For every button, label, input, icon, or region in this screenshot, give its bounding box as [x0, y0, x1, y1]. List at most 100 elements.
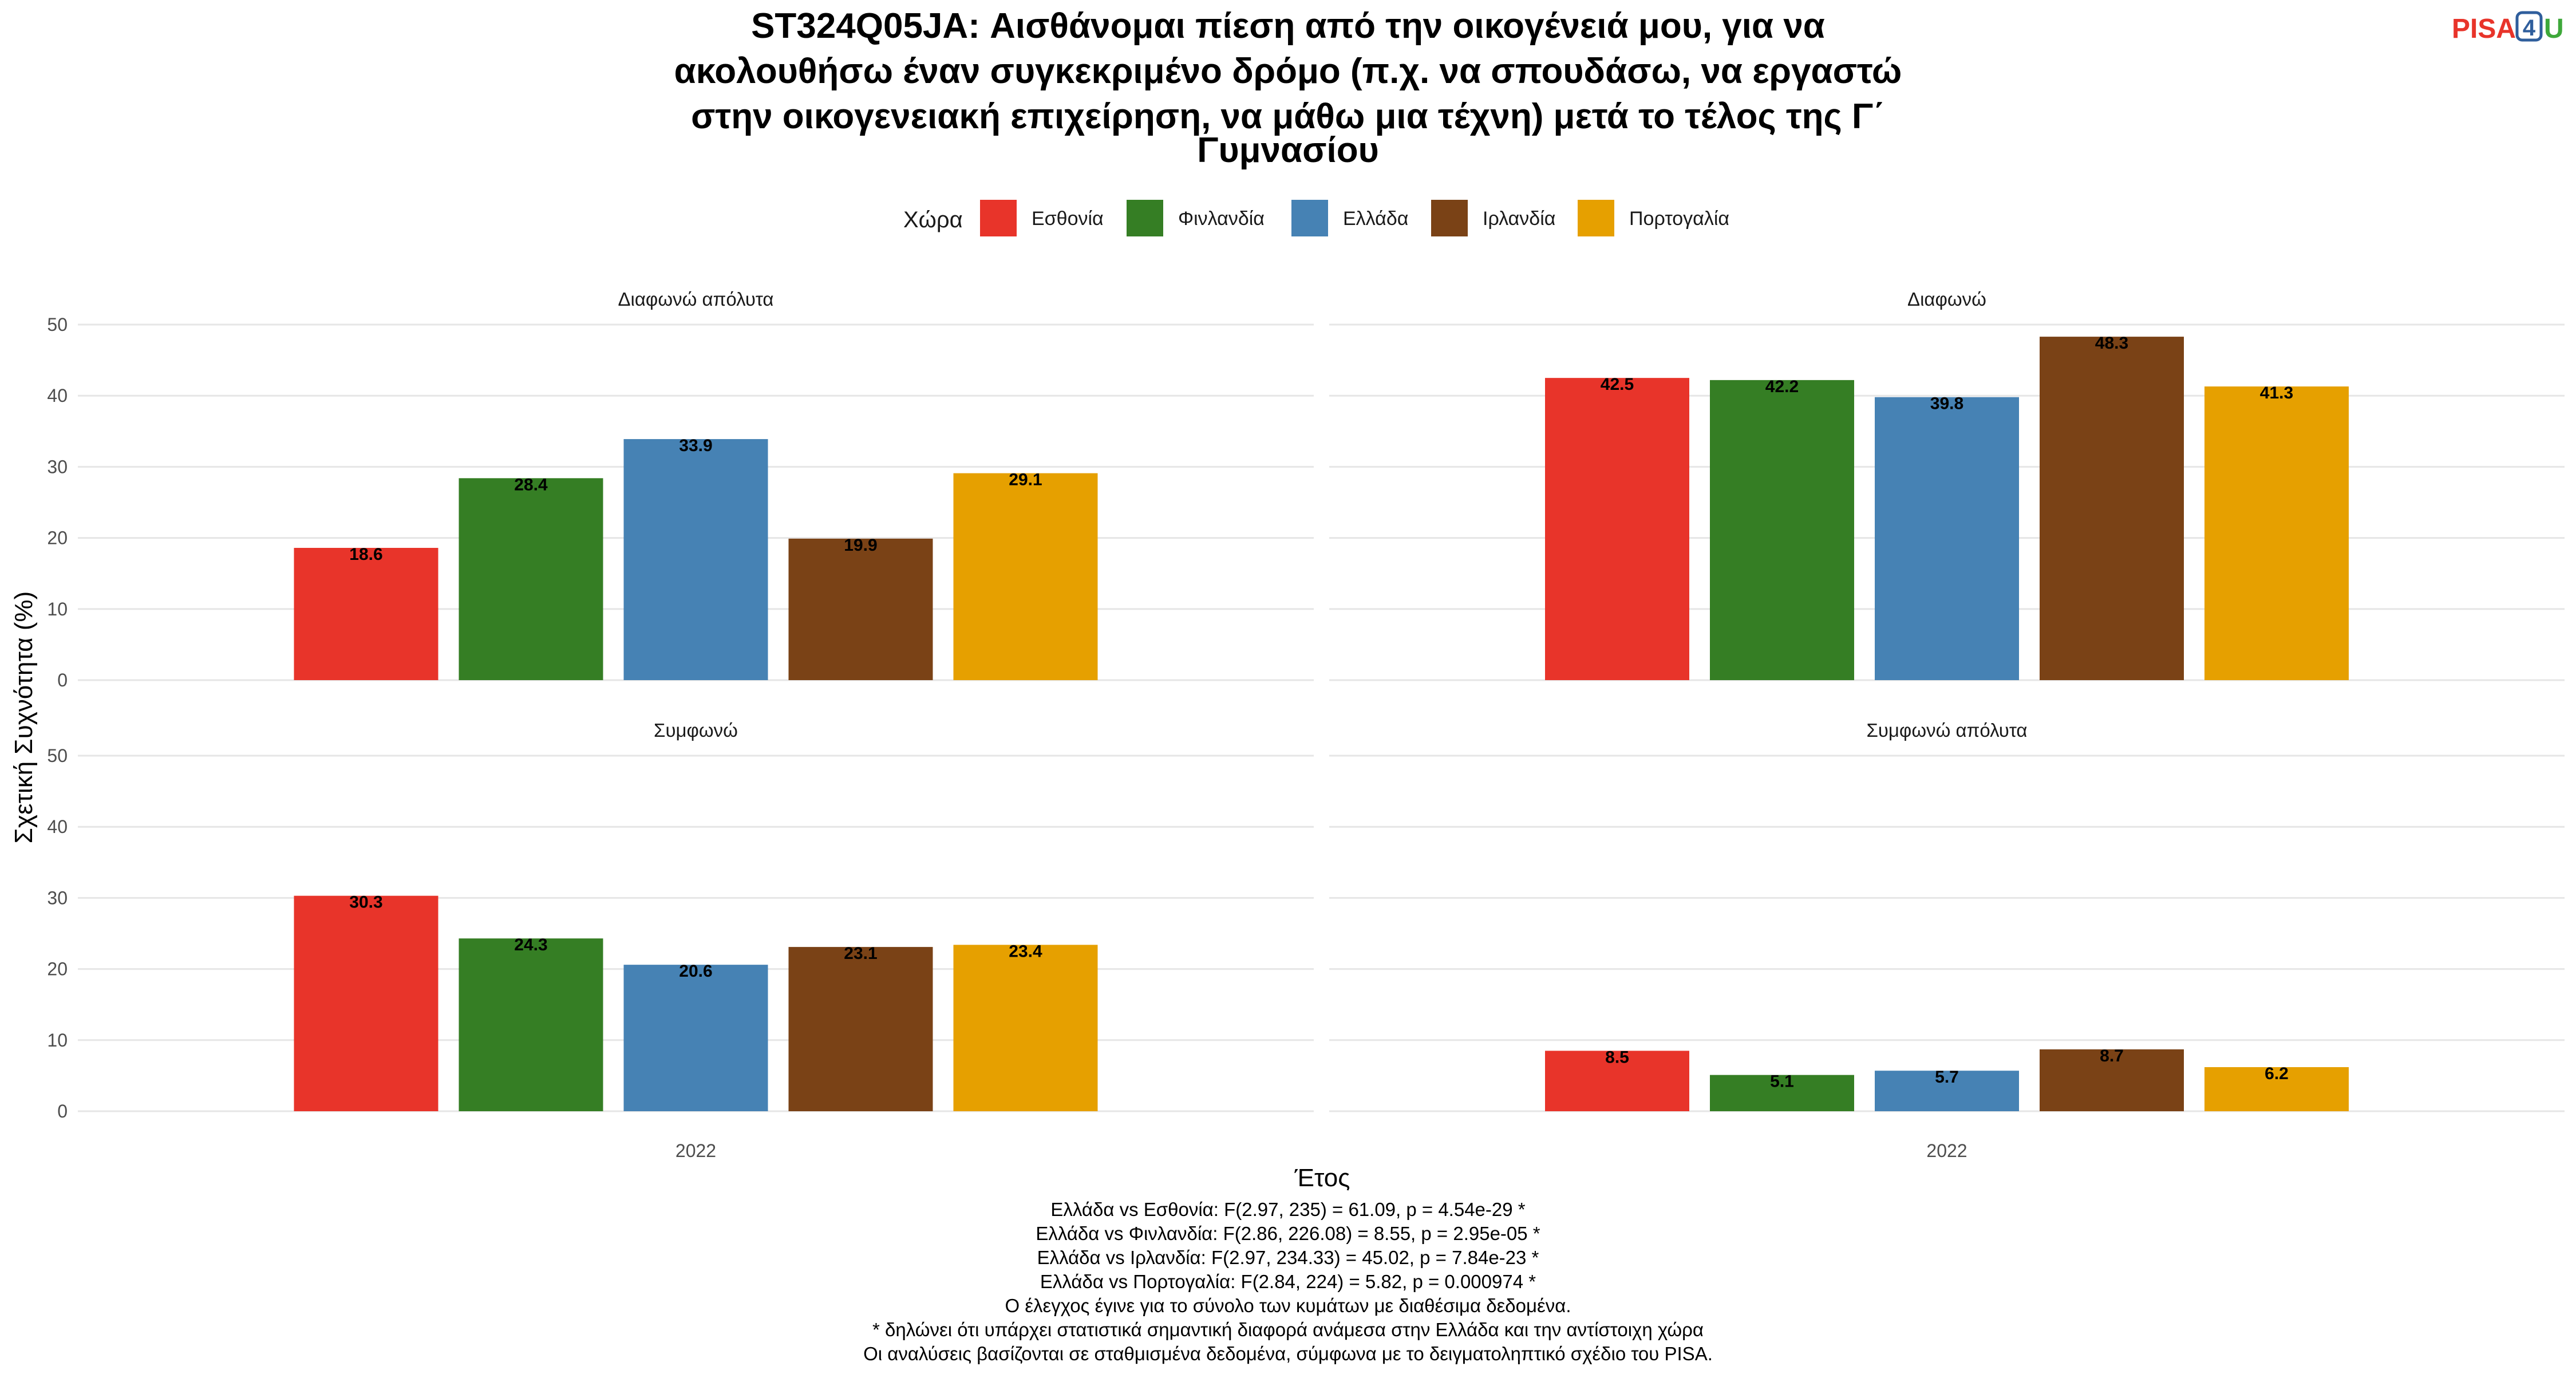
bar	[623, 965, 768, 1111]
y-tick-label: 50	[47, 745, 68, 766]
bar-value-label: 24.3	[514, 935, 547, 954]
legend-item: Φινλανδία	[1127, 200, 1265, 236]
title-line: Γυμνασίου	[1197, 131, 1378, 170]
legend-swatch	[1578, 200, 1614, 236]
caption-line: * δηλώνει ότι υπάρχει στατιστικά σημαντι…	[872, 1319, 1704, 1340]
bar	[953, 473, 1098, 680]
y-tick-label: 40	[47, 816, 68, 837]
logo-four-box	[2515, 11, 2543, 42]
y-tick-label: 20	[47, 959, 68, 980]
bar-value-label: 8.7	[2100, 1047, 2124, 1065]
y-tick-label: 0	[57, 670, 68, 690]
logo-u-text: U	[2544, 14, 2564, 44]
bar-value-label: 5.7	[1935, 1068, 1959, 1087]
title-line: στην οικογενειακή επιχείρηση, να μάθω μι…	[691, 97, 1885, 136]
legend-swatch	[980, 200, 1017, 236]
legend-swatch	[1127, 200, 1163, 236]
bar	[788, 538, 933, 680]
title-line: ST324Q05JA: Αισθάνομαι πίεση από την οικ…	[751, 6, 1825, 46]
bar	[2204, 386, 2349, 680]
caption-line: Ελλάδα vs Πορτογαλία: F(2.84, 224) = 5.8…	[1040, 1271, 1536, 1292]
bar-value-label: 5.1	[1770, 1072, 1794, 1091]
x-tick-label: 2022	[1926, 1140, 1967, 1161]
legend-item: Πορτογαλία	[1578, 200, 1729, 236]
legend-label: Φινλανδία	[1178, 208, 1265, 230]
bar	[294, 895, 438, 1111]
facet-strip-label: Διαφωνώ απόλυτα	[618, 289, 773, 310]
bar	[2040, 337, 2184, 680]
pisa4u-logo: PISA 4 U	[2452, 11, 2564, 44]
legend-label: Ιρλανδία	[1483, 208, 1555, 230]
bar	[294, 547, 438, 680]
bar-value-label: 33.9	[679, 436, 712, 455]
caption: Ελλάδα vs Εσθονία: F(2.97, 235) = 61.09,…	[863, 1199, 1713, 1364]
bar-value-label: 6.2	[2265, 1064, 2289, 1083]
bar-value-label: 42.5	[1601, 375, 1634, 394]
legend-label: Ελλάδα	[1343, 208, 1408, 230]
legend-swatch	[1431, 200, 1468, 236]
caption-line: Ελλάδα vs Εσθονία: F(2.97, 235) = 61.09,…	[1050, 1199, 1525, 1220]
caption-line: Ο έλεγχος έγινε για το σύνολο των κυμάτω…	[1005, 1295, 1571, 1316]
facet-panel: Διαφωνώ 42.5 42.2 39.8 48.3 41.3	[1329, 289, 2565, 681]
bar-value-label: 19.9	[844, 536, 877, 555]
bar	[459, 938, 603, 1111]
bar-value-label: 30.3	[349, 893, 382, 912]
bar	[1875, 1071, 2019, 1111]
x-tick-label: 2022	[675, 1140, 716, 1161]
facet-panel: Συμφωνώ 0 10 20 30 40 50 30.3 24.3 20.6 23.1 23.4 20…	[47, 720, 1314, 1161]
facet-strip-label: Συμφωνώ απόλυτα	[1866, 720, 2027, 741]
bar-value-label: 20.6	[679, 962, 712, 981]
caption-line: Ελλάδα vs Ιρλανδία: F(2.97, 234.33) = 45…	[1037, 1247, 1539, 1268]
x-axis-title: Έτος	[1294, 1164, 1350, 1192]
bar	[1875, 397, 2019, 680]
bar-value-label: 23.1	[844, 944, 877, 963]
bar-value-label: 23.4	[1009, 942, 1042, 961]
facet-strip-label: Διαφωνώ	[1907, 289, 1986, 310]
bar	[623, 439, 768, 680]
bar-value-label: 28.4	[514, 475, 548, 494]
caption-line: Ελλάδα vs Φινλανδία: F(2.86, 226.08) = 8…	[1036, 1223, 1540, 1244]
y-tick-label: 20	[47, 528, 68, 548]
legend-title: Χώρα	[903, 207, 963, 232]
facet-panels: Διαφωνώ απόλυτα 0 10 20 30 40 50 18.6 28.4 33.9 19…	[47, 289, 2565, 1161]
y-tick-label: 40	[47, 385, 68, 406]
bar-value-label: 18.6	[349, 545, 382, 564]
title-line: ακολουθήσω έναν συγκεκριμένο δρόμο (π.χ.…	[674, 52, 1902, 91]
bar-value-label: 39.8	[1930, 394, 1963, 413]
bar	[1710, 380, 1854, 680]
bar	[1545, 1051, 1689, 1111]
y-tick-label: 10	[47, 1030, 68, 1051]
bar-value-label: 42.2	[1765, 377, 1799, 396]
chart-title: ST324Q05JA: Αισθάνομαι πίεση από την οικ…	[674, 6, 1902, 170]
y-tick-label: 10	[47, 599, 68, 619]
bar	[1545, 378, 1689, 680]
bar	[1710, 1075, 1854, 1111]
facet-strip-label: Συμφωνώ	[654, 720, 738, 741]
bar-value-label: 48.3	[2095, 334, 2128, 353]
y-tick-label: 30	[47, 456, 68, 477]
bar	[788, 947, 933, 1111]
bar	[2204, 1067, 2349, 1111]
bar-value-label: 29.1	[1009, 471, 1042, 489]
y-tick-label: 50	[47, 314, 68, 335]
bar	[2040, 1049, 2184, 1111]
legend-swatch	[1291, 200, 1328, 236]
logo-four-text: 4	[2523, 15, 2536, 41]
logo-pisa-text: PISA	[2452, 14, 2516, 44]
legend-item: Ιρλανδία	[1431, 200, 1555, 236]
bar	[459, 478, 603, 680]
bar	[953, 945, 1098, 1111]
legend-item: Εσθονία	[980, 200, 1104, 236]
y-tick-label: 30	[47, 887, 68, 908]
bar-value-label: 8.5	[1605, 1048, 1629, 1067]
bar-value-label: 41.3	[2260, 384, 2293, 402]
y-axis-title: Σχετική Συχνότητα (%)	[10, 591, 38, 844]
legend-label: Εσθονία	[1032, 208, 1104, 230]
legend-item: Ελλάδα	[1291, 200, 1408, 236]
facet-panel: Διαφωνώ απόλυτα 0 10 20 30 40 50 18.6 28.4 33.9 19…	[47, 289, 1314, 690]
legend-label: Πορτογαλία	[1629, 208, 1729, 230]
y-tick-label: 0	[57, 1101, 68, 1122]
legend: Χώρα Εσθονία Φινλανδία Ελλάδα Ιρλανδία Πορτο…	[903, 200, 1729, 236]
facet-panel: Συμφωνώ απόλυτα 8.5 5.1 5.7 8.7 6.2 2022	[1329, 720, 2565, 1161]
